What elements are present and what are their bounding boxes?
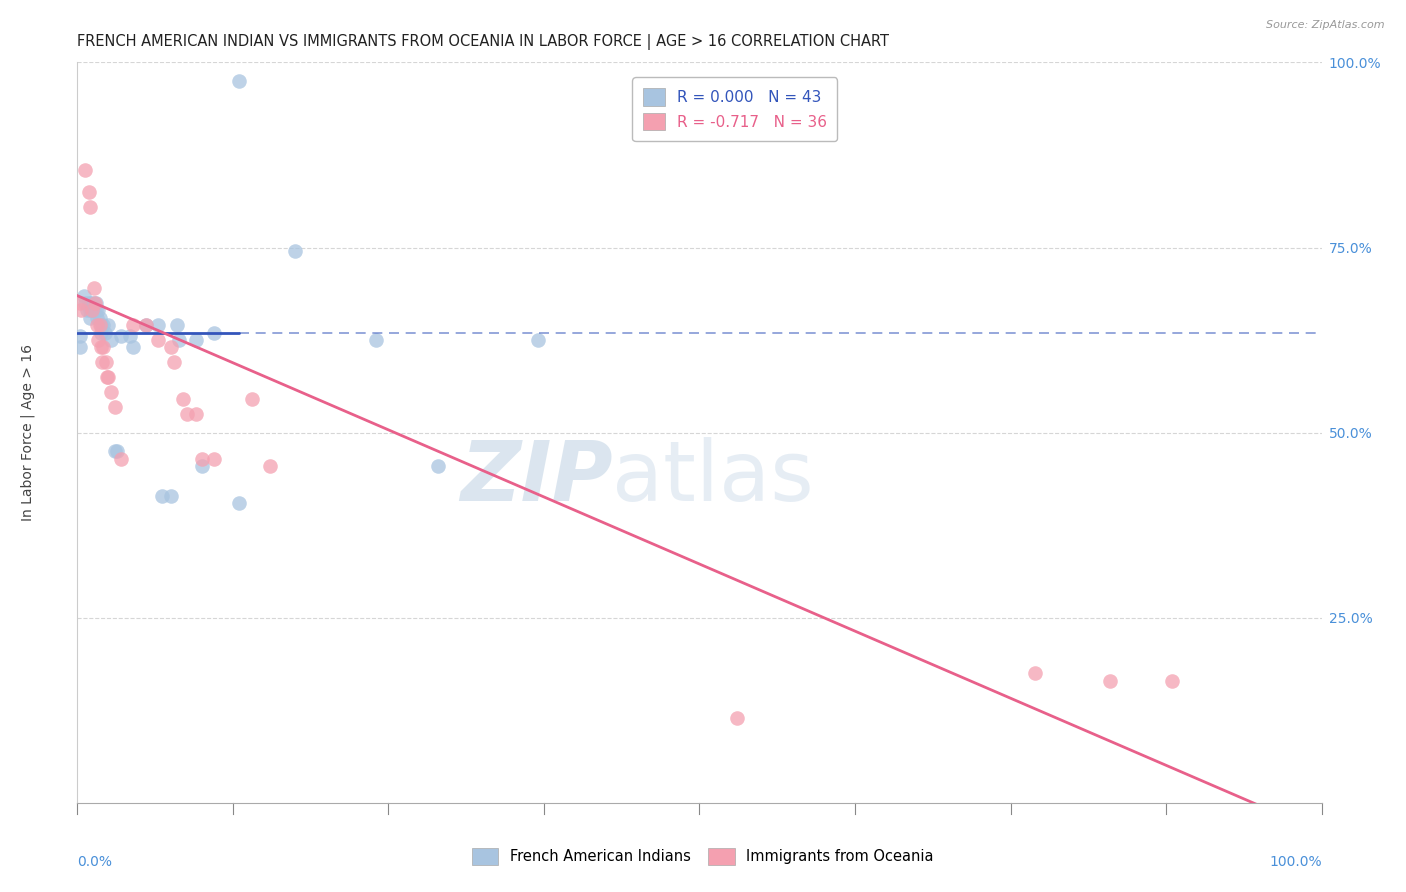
Point — [122, 318, 145, 333]
Point — [89, 318, 111, 333]
Point — [77, 185, 100, 199]
Legend: French American Indians, Immigrants from Oceania: French American Indians, Immigrants from… — [467, 842, 939, 871]
Point — [135, 318, 157, 333]
Point — [90, 326, 112, 340]
Point — [97, 370, 120, 384]
Legend: R = 0.000   N = 43, R = -0.717   N = 36: R = 0.000 N = 43, R = -0.717 N = 36 — [633, 78, 838, 141]
Point — [110, 451, 132, 466]
Point — [97, 318, 120, 333]
Point — [725, 711, 748, 725]
Point — [83, 296, 105, 310]
Point — [184, 407, 207, 421]
Point — [169, 333, 191, 347]
Point — [76, 303, 98, 318]
Point — [184, 333, 207, 347]
Point — [118, 329, 141, 343]
Point — [69, 341, 91, 355]
Text: 100.0%: 100.0% — [1270, 855, 1322, 869]
Point — [176, 407, 198, 421]
Point — [191, 458, 214, 473]
Point — [82, 303, 104, 318]
Point — [79, 303, 101, 318]
Point — [72, 288, 94, 302]
Point — [1024, 666, 1046, 681]
Text: Source: ZipAtlas.com: Source: ZipAtlas.com — [1267, 20, 1385, 29]
Point — [93, 326, 115, 340]
Point — [135, 318, 157, 333]
Point — [93, 341, 115, 355]
Point — [159, 341, 181, 355]
Point — [73, 296, 96, 310]
Point — [83, 281, 105, 295]
Point — [202, 451, 225, 466]
Point — [89, 310, 111, 325]
Point — [86, 318, 108, 333]
Point — [159, 489, 181, 503]
Point — [91, 355, 114, 369]
Point — [148, 318, 170, 333]
Point — [284, 244, 307, 259]
Point — [228, 74, 250, 88]
Point — [100, 333, 122, 347]
Point — [79, 310, 101, 325]
Point — [84, 303, 107, 318]
Text: atlas: atlas — [613, 436, 814, 517]
Point — [427, 458, 450, 473]
Point — [93, 318, 115, 333]
Point — [1099, 673, 1122, 688]
Point — [259, 458, 281, 473]
Point — [90, 341, 112, 355]
Point — [94, 355, 117, 369]
Point — [172, 392, 194, 407]
Point — [100, 384, 122, 399]
Point — [104, 444, 127, 458]
Point — [105, 444, 128, 458]
Point — [202, 326, 225, 340]
Point — [77, 296, 100, 310]
Point — [73, 162, 96, 177]
Point — [364, 333, 387, 347]
Point — [150, 489, 173, 503]
Point — [79, 200, 101, 214]
Point — [84, 296, 107, 310]
Point — [83, 303, 105, 318]
Point — [70, 303, 93, 318]
Text: 0.0%: 0.0% — [77, 855, 112, 869]
Point — [86, 310, 108, 325]
Point — [148, 333, 170, 347]
Point — [228, 496, 250, 510]
Point — [96, 370, 118, 384]
Point — [69, 329, 91, 343]
Point — [526, 333, 548, 347]
Point — [122, 341, 145, 355]
Point — [104, 400, 127, 414]
Point — [90, 318, 112, 333]
Point — [240, 392, 263, 407]
Point — [87, 303, 110, 318]
Text: FRENCH AMERICAN INDIAN VS IMMIGRANTS FROM OCEANIA IN LABOR FORCE | AGE > 16 CORR: FRENCH AMERICAN INDIAN VS IMMIGRANTS FRO… — [77, 34, 890, 50]
Point — [191, 451, 214, 466]
Point — [83, 296, 105, 310]
Point — [82, 303, 104, 318]
Point — [166, 318, 188, 333]
Point — [110, 329, 132, 343]
Point — [163, 355, 186, 369]
Text: In Labor Force | Age > 16: In Labor Force | Age > 16 — [20, 344, 35, 521]
Text: ZIP: ZIP — [460, 436, 613, 517]
Point — [1161, 673, 1184, 688]
Point — [80, 296, 103, 310]
Point — [69, 296, 91, 310]
Point — [87, 333, 110, 347]
